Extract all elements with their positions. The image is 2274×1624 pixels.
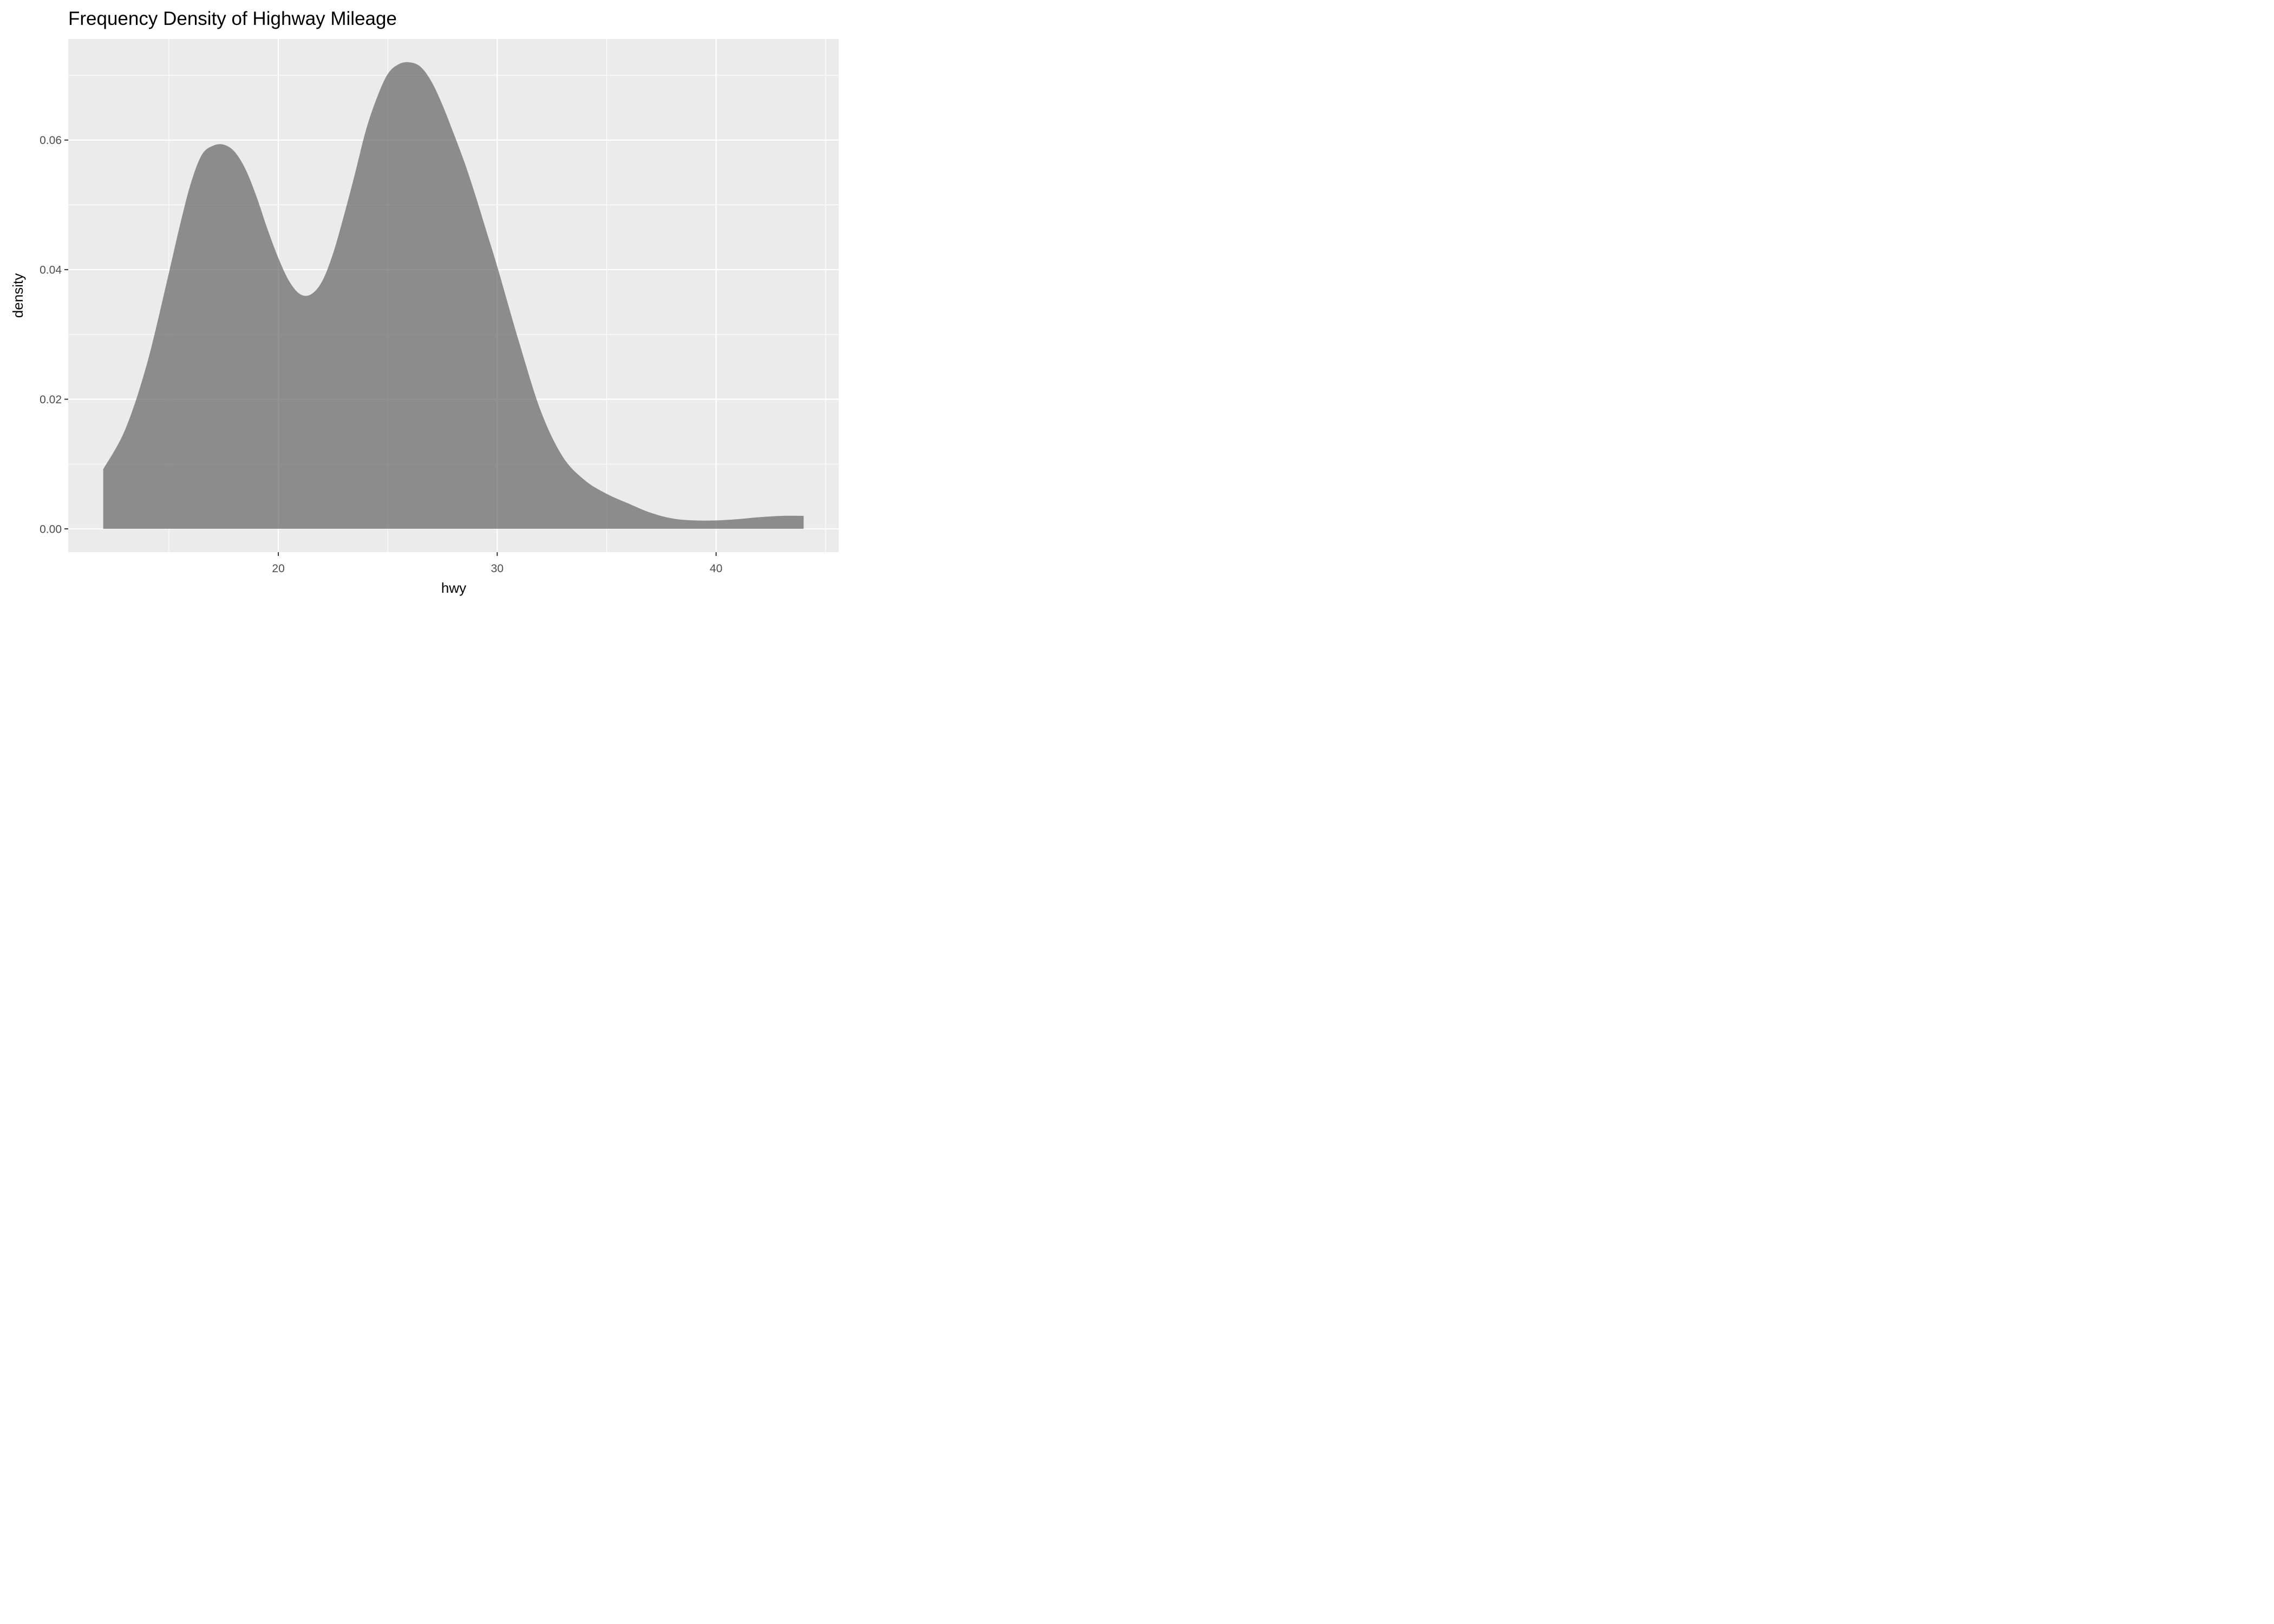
chart-title: Frequency Density of Highway Mileage — [68, 8, 397, 29]
x-axis-title: hwy — [441, 580, 466, 596]
y-tick-label: 0.02 — [40, 394, 62, 406]
x-axis: 20 30 40 — [272, 552, 722, 575]
y-tick-label: 0.06 — [40, 134, 62, 147]
x-tick-label: 20 — [272, 562, 284, 575]
y-axis-title: density — [10, 273, 26, 318]
density-chart: Frequency Density of Highway Mileage 0.0… — [0, 0, 845, 603]
x-tick-label: 30 — [491, 562, 504, 575]
y-tick-label: 0.00 — [40, 523, 62, 535]
chart-svg: Frequency Density of Highway Mileage 0.0… — [10, 8, 839, 596]
y-tick-label: 0.04 — [40, 264, 62, 277]
density-area — [103, 62, 804, 529]
y-axis: 0.00 0.02 0.04 0.06 — [40, 134, 68, 535]
x-tick-label: 40 — [710, 562, 722, 575]
